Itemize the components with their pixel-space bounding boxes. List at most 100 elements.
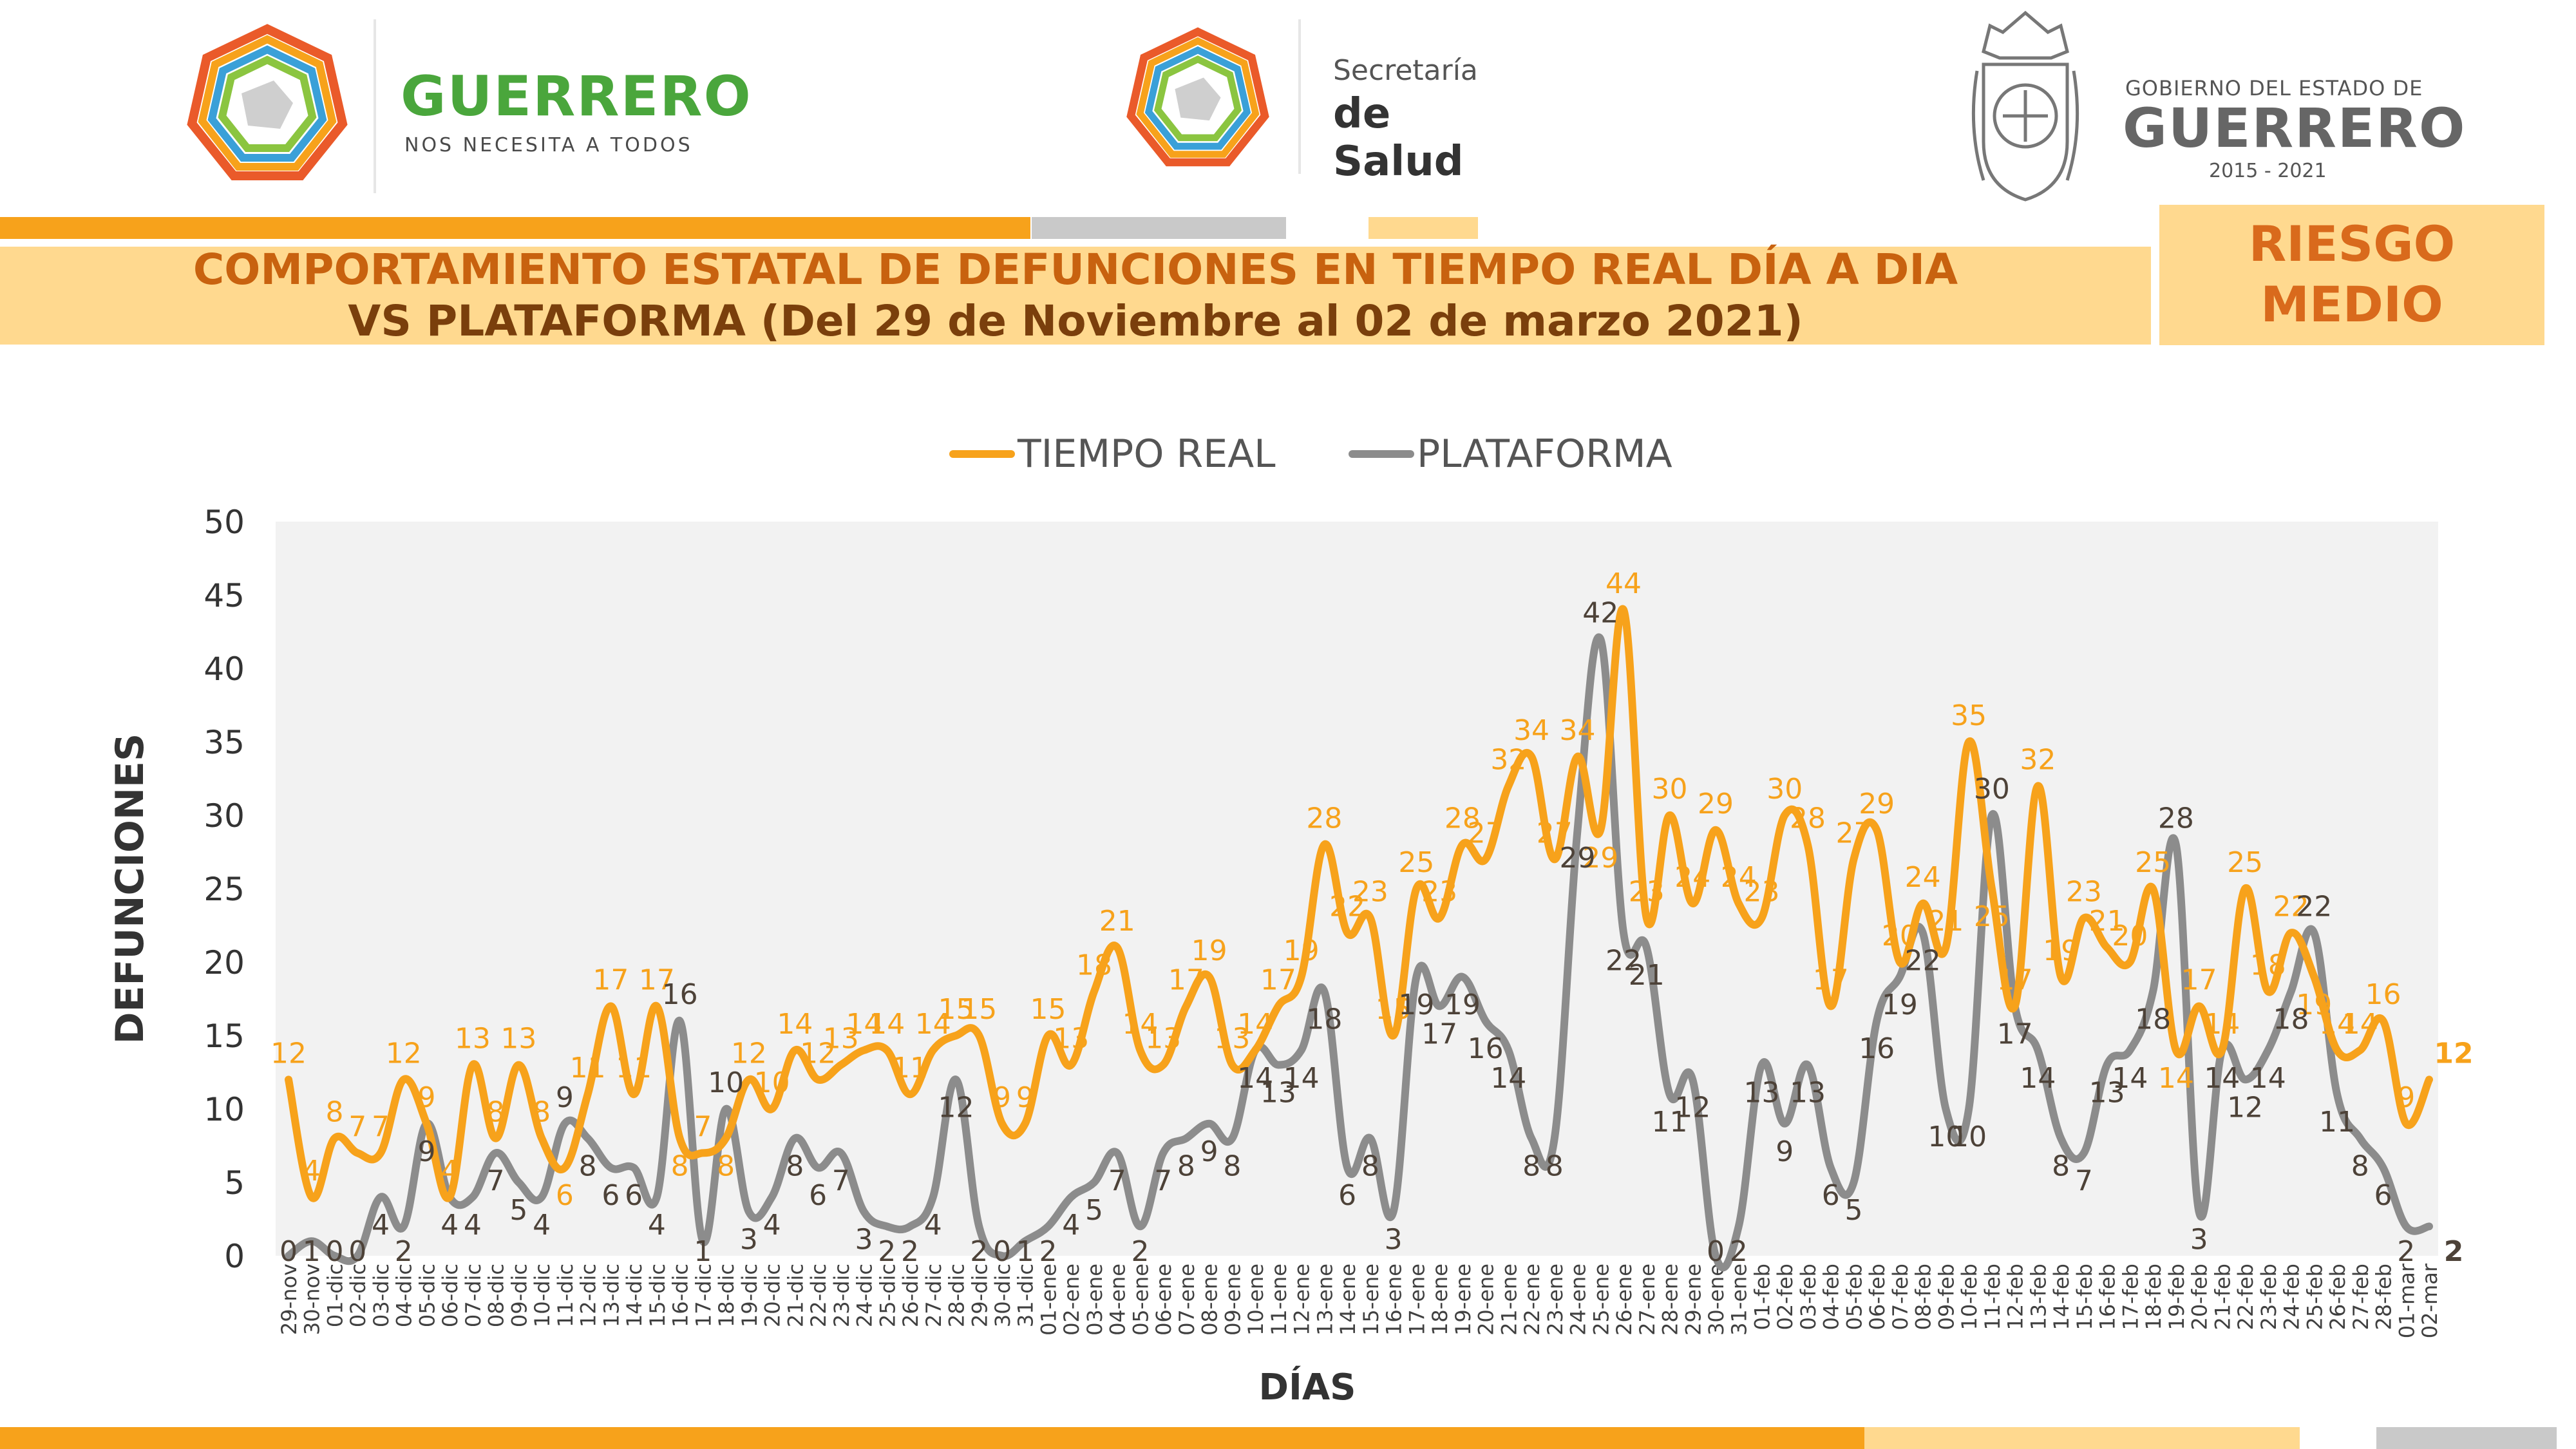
tiempo-real-data-label: 34 [1513, 714, 1549, 747]
plataforma-data-label: 2 [2444, 1235, 2464, 1268]
plataforma-data-label: 2 [970, 1235, 988, 1268]
plataforma-data-label: 22 [1905, 944, 1941, 977]
tiempo-real-data-label: 18 [2250, 949, 2286, 982]
tiempo-real-data-label: 10 [754, 1066, 790, 1099]
x-tick-label: 13-ene [1312, 1264, 1337, 1336]
plataforma-data-label: 6 [2374, 1179, 2392, 1212]
x-tick-label: 02-ene [1059, 1264, 1084, 1336]
y-axis-title: DEFUNCIONES [108, 734, 153, 1045]
y-tick-label: 45 [204, 577, 245, 614]
plataforma-data-label: 14 [1490, 1062, 1526, 1095]
tiempo-real-data-label: 14 [846, 1008, 882, 1041]
x-tick-label: 09-dic [507, 1264, 531, 1327]
y-axis: 0 5 10 15 20 25 30 35 40 45 50 [204, 504, 245, 1275]
x-tick-label: 21-feb [2210, 1264, 2235, 1331]
plataforma-data-label: 8 [1223, 1150, 1241, 1183]
x-tick-label: 18-feb [2141, 1264, 2166, 1331]
tiempo-real-line [285, 605, 2433, 1202]
plataforma-line [285, 633, 2433, 1272]
x-tick-label: 10-ene [1244, 1264, 1268, 1336]
x-tick-label: 06-dic [438, 1264, 462, 1327]
plataforma-data-label: 14 [2204, 1062, 2240, 1095]
plataforma-data-label: 8 [579, 1150, 597, 1183]
tiempo-real-data-label: 34 [1560, 714, 1596, 747]
plataforma-data-label: 17 [1997, 1018, 2033, 1050]
secretaria-salud-logo: Secretaría de Salud [1121, 19, 1533, 187]
plataforma-data-label: 7 [2075, 1164, 2093, 1197]
tiempo-real-data-label: 17 [2181, 963, 2217, 996]
tiempo-real-data-label: 17 [1997, 963, 2033, 996]
x-tick-label: 22-dic [806, 1264, 831, 1327]
top-orange-bar [0, 217, 1030, 239]
x-tick-label: 21-ene [1497, 1264, 1521, 1336]
plataforma-data-label: 2 [878, 1235, 896, 1268]
legend-label-tiempo-real: TIEMPO REAL [1017, 431, 1276, 477]
x-tick-label: 28-ene [1658, 1264, 1683, 1336]
chart-legend: TIEMPO REAL PLATAFORMA [949, 431, 1672, 477]
tiempo-real-data-label: 17 [1168, 963, 1204, 996]
plataforma-data-label: 1 [303, 1235, 321, 1268]
plataforma-data-label: 28 [2158, 802, 2194, 835]
x-tick-label: 17-feb [2118, 1264, 2143, 1331]
title-band [0, 247, 2151, 345]
x-tick-label: 09-feb [1934, 1264, 1958, 1331]
plataforma-data-label: 10 [1927, 1121, 1964, 1153]
x-tick-label: 03-ene [1083, 1264, 1107, 1336]
tiempo-real-data-label: 19 [1191, 934, 1227, 967]
tiempo-real-data-label: 16 [2365, 978, 2401, 1011]
x-tick-label: 05-ene [1128, 1264, 1153, 1336]
title-line-1: COMPORTAMIENTO ESTATAL DE DEFUNCIONES EN… [193, 245, 1958, 294]
tiempo-real-data-label: 44 [1605, 567, 1642, 600]
x-tick-label: 24-ene [1566, 1264, 1591, 1336]
tiempo-real-data-label: 23 [1629, 876, 1665, 909]
x-tick-label: 04-feb [1819, 1264, 1844, 1331]
tiempo-real-data-label: 15 [961, 993, 997, 1026]
tiempo-real-data-label: 14 [2204, 1008, 2240, 1041]
plataforma-data-label: 5 [1085, 1194, 1103, 1227]
guerrero-emblem-icon [187, 24, 348, 180]
x-tick-label: 15-ene [1359, 1264, 1383, 1336]
tiempo-real-data-label: 29 [1859, 788, 1895, 820]
x-tick-label: 08-feb [1911, 1264, 1936, 1331]
tiempo-real-data-label: 32 [2020, 743, 2056, 776]
plataforma-data-label: 19 [1882, 989, 1918, 1021]
x-tick-label: 22-feb [2233, 1264, 2258, 1331]
tiempo-real-data-label: 20 [1882, 920, 1918, 952]
tiempo-real-data-label: 13 [455, 1023, 491, 1056]
plataforma-data-label: 3 [2190, 1224, 2208, 1256]
plataforma-data-label: 29 [1560, 842, 1596, 875]
x-tick-label: 26-feb [2325, 1264, 2350, 1331]
y-tick-label: 20 [204, 944, 245, 981]
x-tick-label: 07-dic [461, 1264, 486, 1327]
plataforma-data-label: 5 [509, 1194, 527, 1227]
plataforma-data-label: 4 [1062, 1209, 1080, 1242]
x-tick-label: 29-ene [1681, 1264, 1705, 1336]
x-tick-label: 04-ene [1106, 1264, 1130, 1336]
plataforma-data-label: 9 [1776, 1135, 1794, 1168]
plataforma-data-label: 2 [1131, 1235, 1149, 1268]
tiempo-real-data-label: 28 [1444, 802, 1481, 835]
x-tick-label: 18-ene [1428, 1264, 1452, 1336]
x-axis: 29-nov30-nov01-dic02-dic03-dic04-dic05-d… [277, 1263, 2442, 1338]
top-light-bar [1368, 217, 1478, 239]
plataforma-data-label: 13 [2089, 1077, 2125, 1110]
tiempo-real-data-label: 11 [570, 1052, 606, 1084]
tiempo-real-data-label: 17 [1813, 963, 1849, 996]
tiempo-real-data-label: 35 [1951, 699, 1987, 732]
logo-divider [374, 19, 376, 193]
x-tick-label: 14-dic [622, 1264, 647, 1327]
bottom-light-bar [1864, 1427, 2300, 1449]
risk-line-2: MEDIO [2260, 276, 2443, 333]
plataforma-data-label: 13 [1790, 1077, 1826, 1110]
plataforma-data-label: 0 [348, 1235, 366, 1268]
tiempo-real-data-label: 23 [1743, 876, 1779, 909]
x-tick-label: 17-dic [691, 1264, 715, 1327]
plataforma-data-label: 9 [1200, 1135, 1218, 1168]
plataforma-data-label: 2 [901, 1235, 919, 1268]
tiempo-real-data-label: 24 [1674, 861, 1710, 894]
plataforma-data-label: 14 [2112, 1062, 2148, 1095]
x-tick-label: 24-dic [853, 1264, 877, 1327]
tiempo-real-data-label: 8 [717, 1150, 735, 1183]
x-tick-label: 20-feb [2188, 1264, 2212, 1331]
tiempo-real-data-label: 15 [1376, 993, 1412, 1026]
